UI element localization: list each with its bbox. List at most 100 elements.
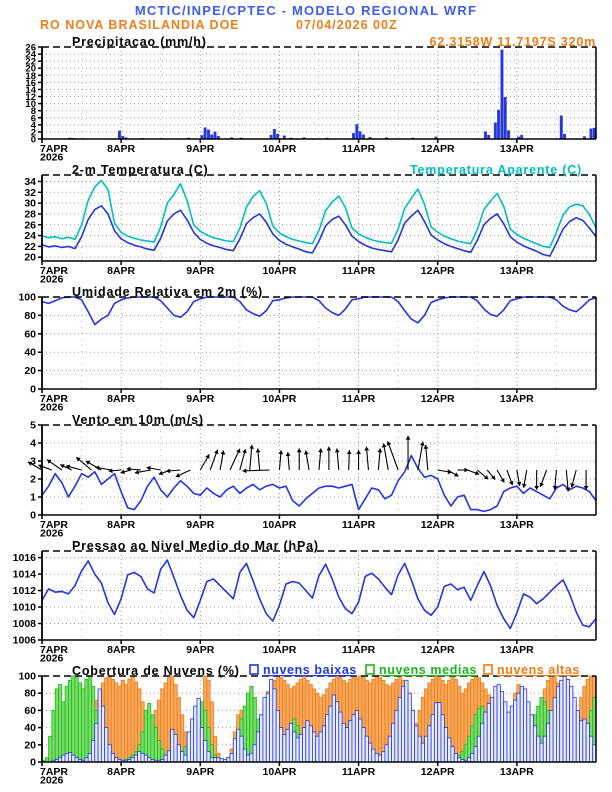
svg-text:nuvens baixas: nuvens baixas (263, 663, 357, 677)
svg-text:Vento em 10m (m/s): Vento em 10m (m/s) (72, 413, 204, 427)
svg-text:18: 18 (25, 71, 36, 82)
svg-text:12: 12 (25, 92, 36, 103)
svg-text:26: 26 (25, 43, 36, 54)
svg-text:32: 32 (24, 187, 36, 199)
svg-text:8APR: 8APR (107, 393, 135, 405)
svg-text:12APR: 12APR (421, 519, 455, 531)
svg-text:10APR: 10APR (262, 265, 296, 277)
svg-text:8APR: 8APR (107, 644, 135, 656)
svg-text:30: 30 (24, 198, 36, 210)
svg-text:28: 28 (24, 208, 36, 220)
svg-text:1006: 1006 (13, 635, 37, 647)
svg-text:8APR: 8APR (107, 143, 135, 155)
svg-text:26: 26 (24, 219, 36, 231)
svg-text:10APR: 10APR (262, 766, 296, 778)
svg-text:22: 22 (24, 241, 36, 253)
svg-text:Temperatura Aparente (C): Temperatura Aparente (C) (410, 163, 582, 177)
svg-text:2026: 2026 (40, 152, 64, 162)
svg-text:1014: 1014 (13, 569, 37, 581)
svg-text:Pressao ao Nivel Medio do Mar: Pressao ao Nivel Medio do Mar (hPa) (72, 539, 319, 553)
svg-text:9APR: 9APR (186, 644, 214, 656)
svg-text:2: 2 (31, 127, 36, 138)
svg-text:4: 4 (30, 438, 36, 450)
svg-text:11APR: 11APR (342, 265, 376, 277)
svg-text:11APR: 11APR (342, 393, 376, 405)
svg-text:8APR: 8APR (107, 265, 135, 277)
chart-pressao: 1006 1008 1010 1012 1014 1016 7APR 2026 8APR 9APR… (0, 537, 612, 662)
run-datetime: 07/04/2026 00Z (296, 18, 398, 32)
svg-text:7APR: 7APR (40, 766, 68, 778)
run-info-line: RO NOVA BRASILANDIA DOE 07/04/2026 00Z (0, 18, 612, 33)
svg-text:11APR: 11APR (342, 143, 376, 155)
svg-text:20: 20 (24, 365, 36, 377)
svg-text:60: 60 (24, 328, 36, 340)
svg-text:2: 2 (30, 474, 36, 486)
svg-text:0: 0 (30, 757, 36, 769)
svg-text:7APR: 7APR (40, 143, 68, 155)
svg-text:10: 10 (25, 99, 36, 110)
svg-text:7APR: 7APR (40, 644, 68, 656)
svg-text:1016: 1016 (13, 552, 37, 564)
chart-vento: 0 1 2 3 4 5 7APR 2026 8APR 9APR 10APR 11APR 12APR 13A… (0, 411, 612, 537)
panel-umidade: 0 20 40 60 80 100 7APR 2026 8APR 9APR 10APR 11APR 12… (0, 283, 612, 411)
svg-text:3: 3 (30, 456, 36, 468)
svg-text:Precipitacao (mm/h): Precipitacao (mm/h) (72, 35, 207, 49)
svg-text:80: 80 (24, 688, 36, 700)
svg-text:14: 14 (25, 85, 36, 96)
svg-text:12APR: 12APR (421, 644, 455, 656)
svg-text:20: 20 (24, 739, 36, 751)
svg-text:6: 6 (31, 113, 36, 124)
svg-text:13APR: 13APR (500, 393, 534, 405)
svg-text:11APR: 11APR (342, 766, 376, 778)
svg-text:8APR: 8APR (107, 766, 135, 778)
svg-text:4: 4 (31, 120, 37, 131)
svg-text:Cobertura de Nuvens (%): Cobertura de Nuvens (%) (72, 664, 240, 678)
svg-text:8: 8 (31, 106, 36, 117)
panel-pressao: 1006 1008 1010 1012 1014 1016 7APR 2026 8APR 9APR… (0, 537, 612, 662)
svg-text:100: 100 (18, 292, 36, 304)
svg-text:12APR: 12APR (421, 265, 455, 277)
svg-text:24: 24 (25, 50, 36, 61)
svg-text:20: 20 (25, 64, 36, 75)
svg-text:80: 80 (24, 310, 36, 322)
svg-text:10APR: 10APR (262, 644, 296, 656)
svg-text:13APR: 13APR (500, 766, 534, 778)
svg-text:16: 16 (25, 78, 36, 89)
svg-text:nuvens medias: nuvens medias (379, 663, 477, 677)
svg-text:13APR: 13APR (500, 519, 534, 531)
svg-text:40: 40 (24, 722, 36, 734)
svg-text:9APR: 9APR (186, 519, 214, 531)
panel-temperatura: 20 22 24 26 28 30 32 34 7APR 2026 8APR 9APR 10APR 11A… (0, 161, 612, 283)
svg-text:10APR: 10APR (262, 393, 296, 405)
svg-text:10APR: 10APR (262, 143, 296, 155)
svg-text:7APR: 7APR (40, 393, 68, 405)
svg-text:Umidade Relativa em 2m (%): Umidade Relativa em 2m (%) (72, 285, 263, 299)
svg-text:12APR: 12APR (421, 766, 455, 778)
svg-text:34: 34 (24, 176, 36, 188)
svg-text:1008: 1008 (13, 618, 37, 630)
svg-text:2-m Temperatura (C): 2-m Temperatura (C) (72, 163, 209, 177)
svg-text:100: 100 (18, 671, 36, 683)
svg-text:12APR: 12APR (421, 143, 455, 155)
svg-text:60: 60 (24, 705, 36, 717)
svg-text:12APR: 12APR (421, 393, 455, 405)
svg-text:1012: 1012 (13, 585, 37, 597)
svg-text:1010: 1010 (13, 602, 37, 614)
svg-text:13APR: 13APR (500, 644, 534, 656)
chart-umidade: 0 20 40 60 80 100 7APR 2026 8APR 9APR 10APR 11APR 12… (0, 283, 612, 411)
svg-text:9APR: 9APR (186, 766, 214, 778)
svg-text:13APR: 13APR (500, 143, 534, 155)
svg-text:0: 0 (30, 510, 36, 522)
panel-nuvens: 0 20 40 60 80 100 7APR 2026 8APR 9APR 10APR 11APR 12… (0, 662, 612, 784)
panel-precipitacao: 0 2 4 6 8 10 12 14 16 18 20 22 24 26 7APR 2026 8APR 9APR 1… (0, 33, 612, 161)
station-name: RO NOVA BRASILANDIA DOE (40, 18, 240, 32)
svg-text:1: 1 (30, 492, 36, 504)
svg-text:13APR: 13APR (500, 265, 534, 277)
svg-text:11APR: 11APR (342, 644, 376, 656)
svg-text:11APR: 11APR (342, 519, 376, 531)
